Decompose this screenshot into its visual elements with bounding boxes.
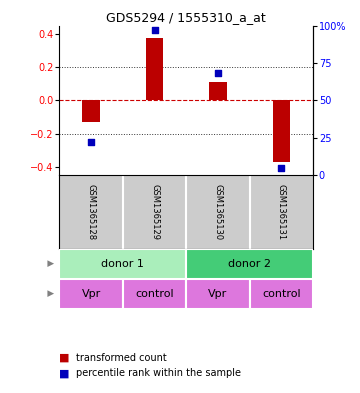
Point <box>152 27 157 33</box>
Text: Vpr: Vpr <box>81 288 101 299</box>
Text: percentile rank within the sample: percentile rank within the sample <box>76 368 240 378</box>
Title: GDS5294 / 1555310_a_at: GDS5294 / 1555310_a_at <box>107 11 266 24</box>
Text: donor 2: donor 2 <box>228 259 271 269</box>
Point <box>279 165 284 171</box>
Text: GSM1365131: GSM1365131 <box>277 184 286 240</box>
Text: transformed count: transformed count <box>76 353 166 363</box>
Point <box>215 70 221 77</box>
Bar <box>123 279 186 309</box>
Text: GSM1365130: GSM1365130 <box>213 184 222 240</box>
Bar <box>250 279 313 309</box>
Bar <box>59 249 186 279</box>
Text: Vpr: Vpr <box>208 288 228 299</box>
Bar <box>59 279 123 309</box>
Text: control: control <box>135 288 174 299</box>
Text: ■: ■ <box>59 353 70 363</box>
Bar <box>146 38 163 101</box>
Bar <box>273 101 291 162</box>
Bar <box>209 82 227 101</box>
Bar <box>82 101 100 122</box>
Text: GSM1365128: GSM1365128 <box>87 184 96 240</box>
Text: ■: ■ <box>59 368 70 378</box>
Text: donor 1: donor 1 <box>102 259 144 269</box>
Text: control: control <box>262 288 301 299</box>
Bar <box>186 249 313 279</box>
Point <box>88 139 94 145</box>
Text: GSM1365129: GSM1365129 <box>150 184 159 240</box>
Bar <box>186 279 250 309</box>
